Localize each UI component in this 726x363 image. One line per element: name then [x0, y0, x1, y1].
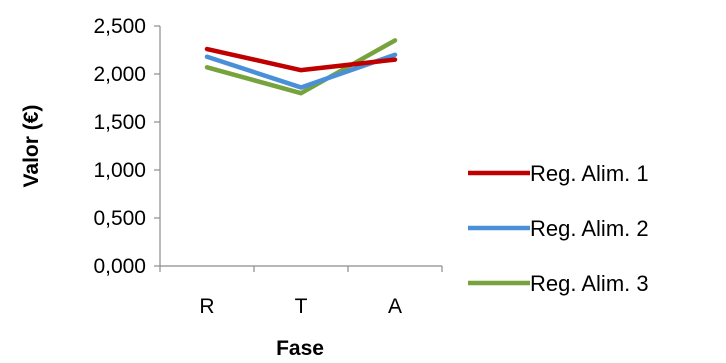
- legend-label-2: Reg. Alim. 2: [530, 216, 649, 241]
- y-tick-label: 1,500: [93, 111, 146, 134]
- legend-label-3: Reg. Alim. 3: [530, 271, 649, 296]
- y-tick-label: 2,500: [93, 15, 146, 38]
- legend: Reg. Alim. 1 Reg. Alim. 2 Reg. Alim. 3: [468, 161, 649, 296]
- series-line-2: [204, 52, 398, 90]
- y-axis-ticks: 0,000 0,500 1,000 1,500 2,000 2,500: [93, 15, 160, 278]
- y-tick-label: 1,000: [93, 159, 146, 182]
- x-tick-label: A: [388, 295, 402, 318]
- y-tick-label: 0,500: [93, 207, 146, 230]
- x-tick-label: T: [295, 295, 308, 318]
- x-axis-title: Fase: [276, 337, 324, 360]
- x-tick-label: R: [199, 295, 214, 318]
- y-tick-label: 0,000: [93, 255, 146, 278]
- y-axis-title: Valor (€): [20, 105, 43, 188]
- series-line-1: [204, 46, 398, 73]
- series-line-3: [204, 38, 398, 96]
- series-lines: [204, 38, 398, 96]
- y-tick-label: 2,000: [93, 63, 146, 86]
- legend-label-1: Reg. Alim. 1: [530, 161, 649, 186]
